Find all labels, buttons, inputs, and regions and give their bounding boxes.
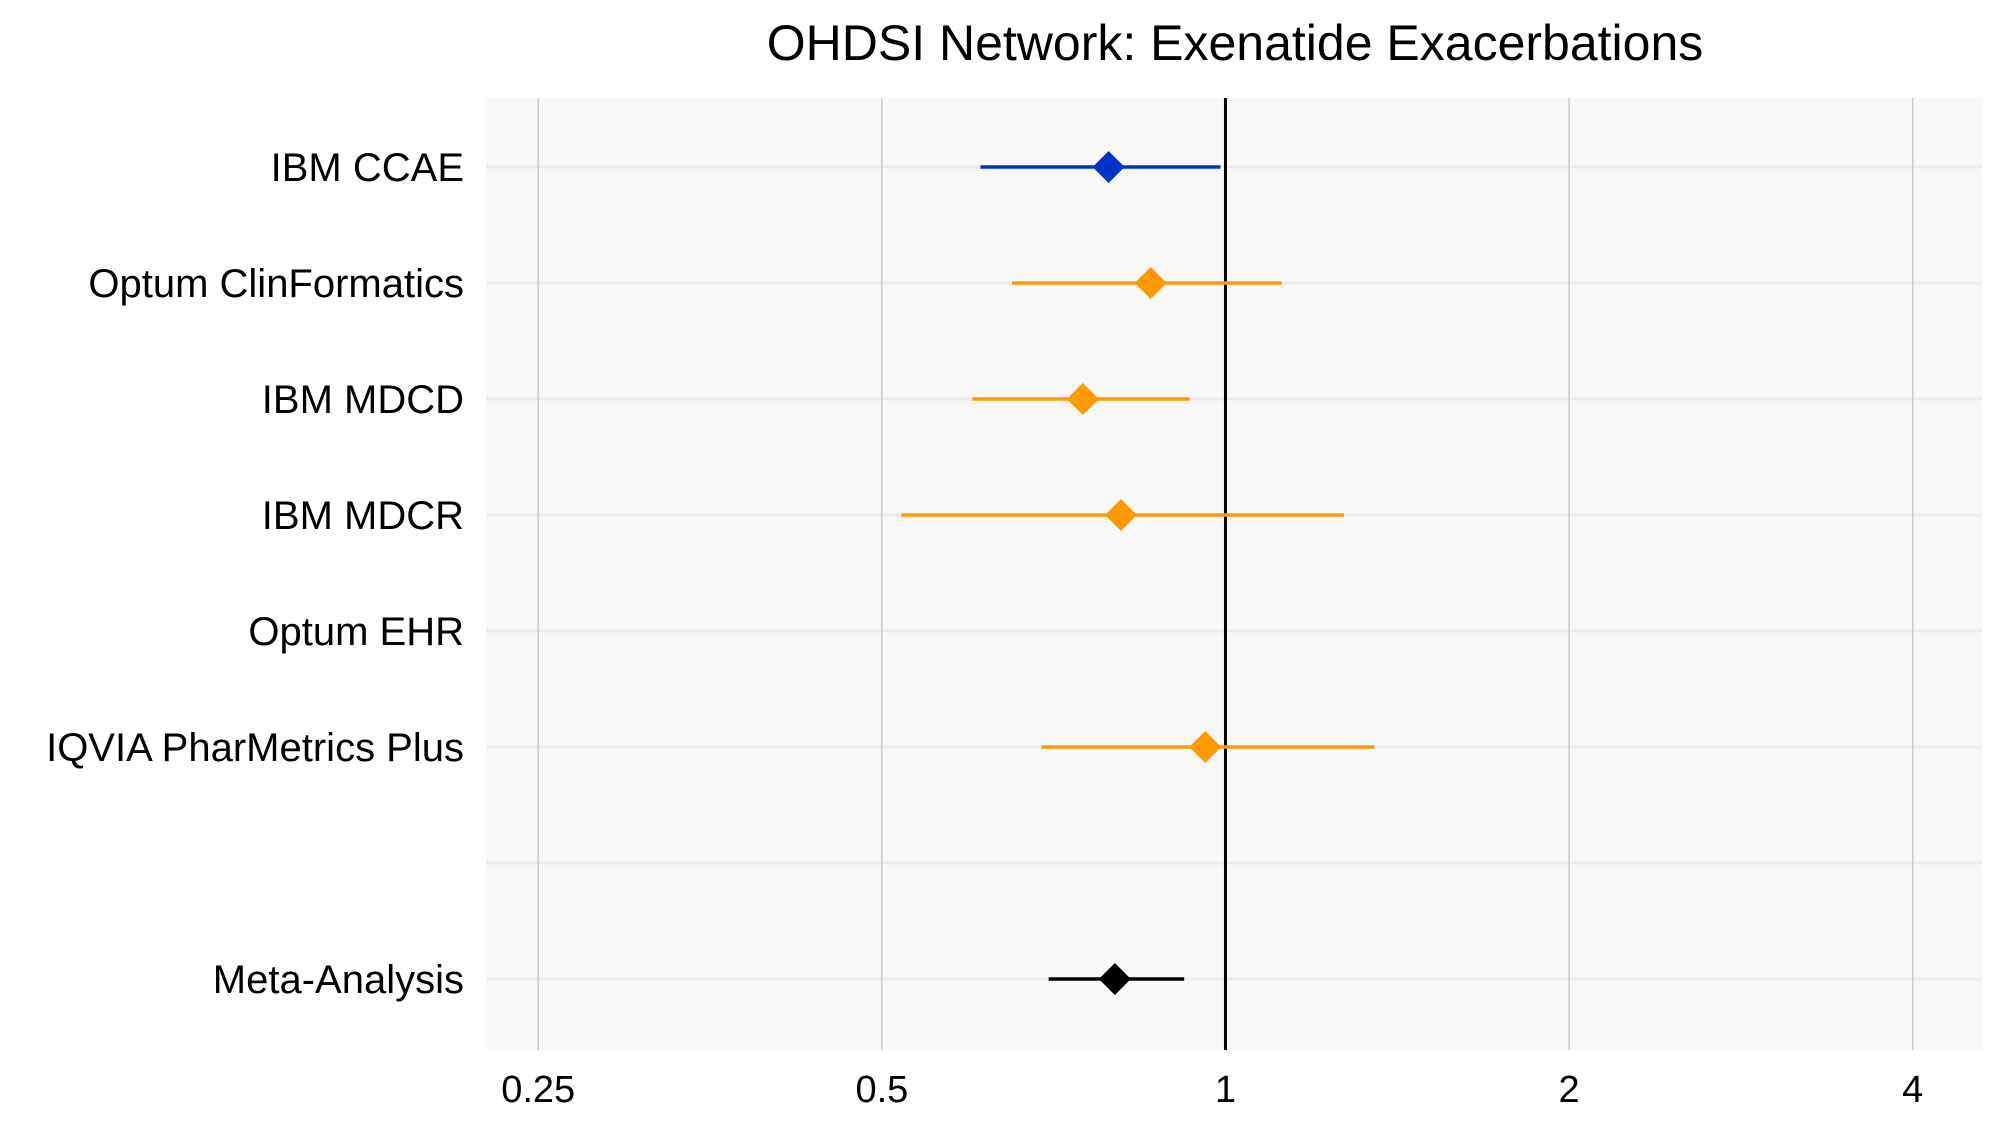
chart-title: OHDSI Network: Exenatide Exacerbations bbox=[767, 15, 1704, 71]
point-estimate-marker bbox=[1066, 383, 1099, 415]
point-estimate-marker bbox=[1098, 963, 1131, 995]
x-tick-label: 1 bbox=[1215, 1069, 1236, 1111]
x-axis-ticks: 0.25 0.5 1 2 4 bbox=[501, 1069, 1923, 1111]
point-estimate-marker bbox=[1134, 267, 1167, 299]
x-tick-label: 0.5 bbox=[855, 1069, 908, 1111]
row-label: Meta-Analysis bbox=[213, 958, 464, 1002]
row-label: IQVIA PharMetrics Plus bbox=[46, 726, 464, 770]
point-estimate-marker bbox=[1189, 731, 1222, 763]
point-estimates bbox=[1066, 151, 1222, 995]
point-estimate-marker bbox=[1105, 499, 1138, 531]
row-label: Optum EHR bbox=[248, 610, 464, 654]
x-tick-label: 4 bbox=[1902, 1069, 1923, 1111]
x-tick-label: 0.25 bbox=[501, 1069, 575, 1111]
point-estimate-marker bbox=[1092, 151, 1125, 183]
row-label: IBM CCAE bbox=[271, 146, 464, 190]
plot-panel bbox=[486, 98, 1982, 1050]
x-tick-label: 2 bbox=[1559, 1069, 1580, 1111]
row-labels: IBM CCAE Optum ClinFormatics IBM MDCD IBM M… bbox=[46, 146, 464, 1002]
row-label: Optum ClinFormatics bbox=[88, 262, 464, 306]
row-label: IBM MDCR bbox=[262, 494, 464, 538]
row-label: IBM MDCD bbox=[262, 378, 464, 422]
